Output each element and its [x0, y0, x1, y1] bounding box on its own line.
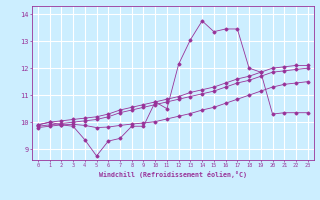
- X-axis label: Windchill (Refroidissement éolien,°C): Windchill (Refroidissement éolien,°C): [99, 171, 247, 178]
